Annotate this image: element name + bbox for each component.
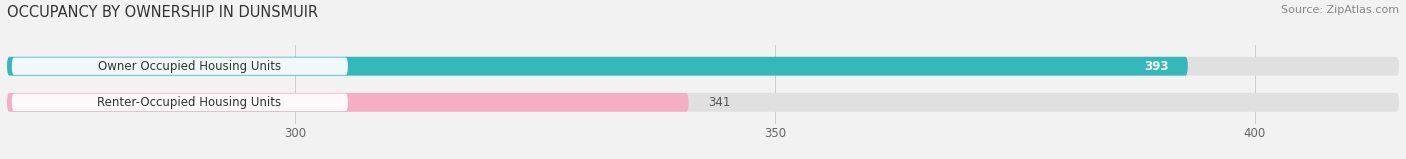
- Text: 393: 393: [1144, 60, 1168, 73]
- FancyBboxPatch shape: [7, 93, 689, 112]
- FancyBboxPatch shape: [11, 58, 347, 75]
- FancyBboxPatch shape: [7, 57, 1188, 76]
- Text: OCCUPANCY BY OWNERSHIP IN DUNSMUIR: OCCUPANCY BY OWNERSHIP IN DUNSMUIR: [7, 5, 318, 20]
- FancyBboxPatch shape: [11, 94, 347, 111]
- FancyBboxPatch shape: [7, 57, 1399, 76]
- Text: 341: 341: [707, 96, 730, 109]
- Text: Owner Occupied Housing Units: Owner Occupied Housing Units: [98, 60, 281, 73]
- Text: Source: ZipAtlas.com: Source: ZipAtlas.com: [1281, 5, 1399, 15]
- FancyBboxPatch shape: [7, 93, 1399, 112]
- Text: Renter-Occupied Housing Units: Renter-Occupied Housing Units: [97, 96, 281, 109]
